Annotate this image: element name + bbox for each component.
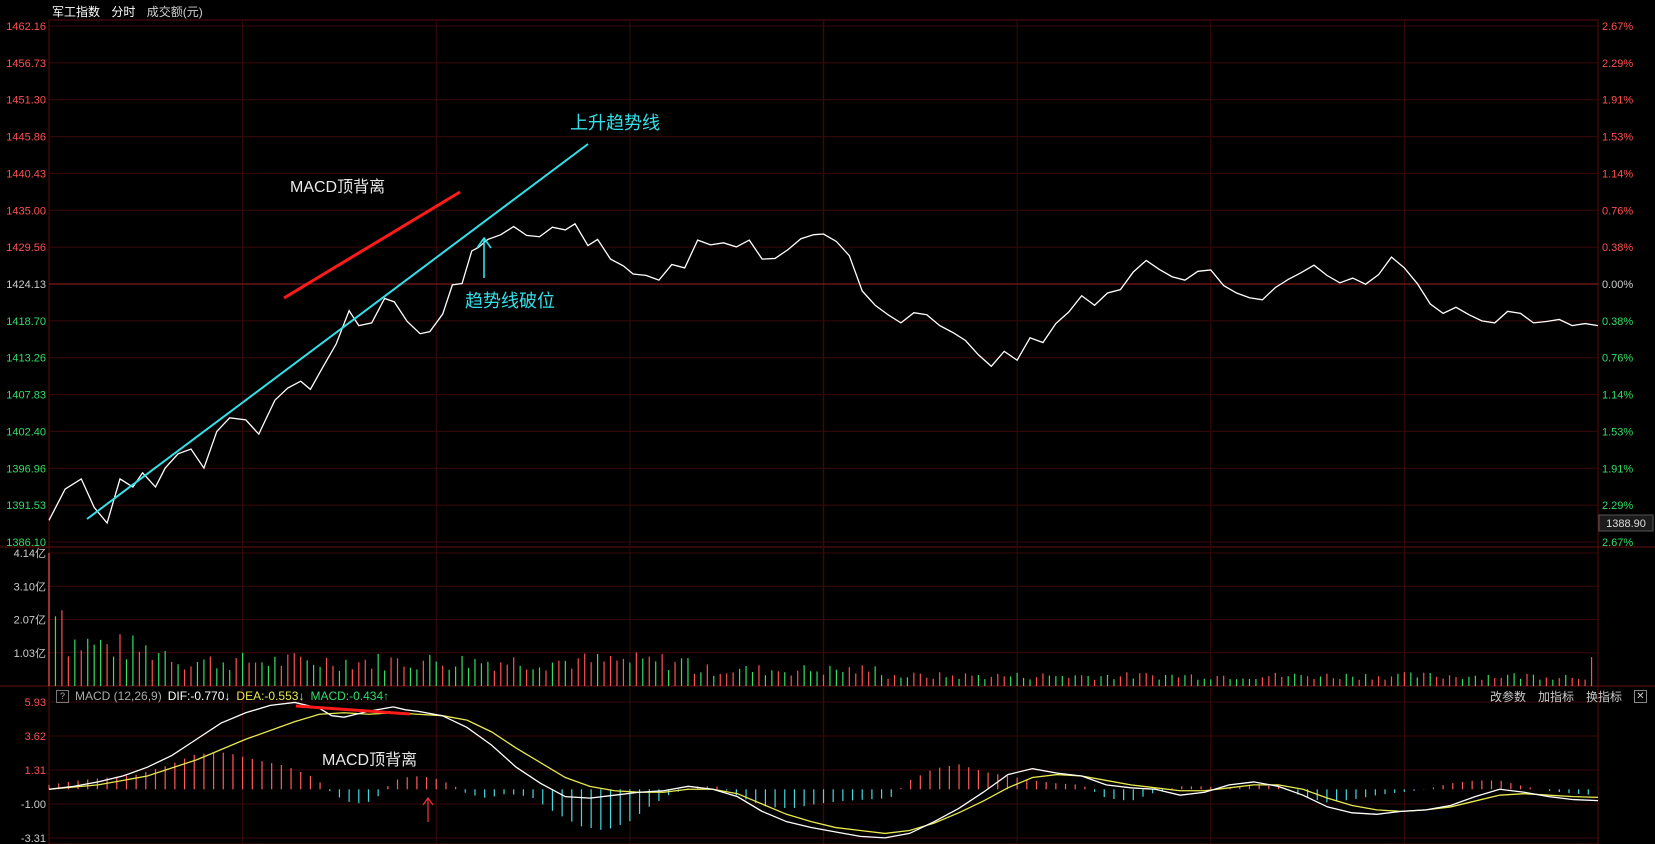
price-tick-label: 1429.56: [6, 242, 46, 254]
volume-tick-label: 1.03亿: [14, 647, 46, 660]
volume-tick-label: 2.07亿: [14, 614, 46, 627]
macd-tick-label: -1.00: [21, 799, 46, 811]
price-tick-label: 1413.26: [6, 353, 46, 365]
volume-tick-label: 4.14亿: [14, 547, 46, 560]
up-arrow-icon: ↑: [383, 689, 390, 703]
add-indicator-button[interactable]: 加指标: [1537, 690, 1574, 704]
close-icon[interactable]: ✕: [1634, 690, 1647, 703]
divergence-annotation: MACD顶背离: [290, 178, 385, 196]
percent-tick-label: 0.00%: [1602, 279, 1633, 291]
chart-header: 军工指数 分时 成交额(元): [52, 3, 203, 20]
percent-tick-label: 2.67%: [1602, 21, 1633, 33]
macd-name: MACD (12,26,9): [75, 689, 162, 703]
down-arrow-icon: ↓: [224, 689, 231, 703]
uptrend-line: [86, 143, 589, 520]
percent-tick-label: 1.53%: [1602, 132, 1633, 144]
macd-dea: DEA:-0.553↓: [236, 689, 304, 703]
breakdown-arrow-head: [476, 236, 492, 249]
tab-time[interactable]: 分时: [111, 5, 136, 19]
price-tick-label: 1402.40: [6, 426, 46, 438]
percent-tick-label: 0.38%: [1602, 316, 1633, 328]
percent-tick-label: 2.29%: [1602, 58, 1633, 70]
price-tick-label: 1451.30: [6, 95, 46, 107]
price-tick-label: 1391.53: [6, 500, 46, 512]
macd-tick-label: 3.62: [25, 731, 46, 743]
price-tick-label: 1456.73: [6, 58, 46, 70]
change-indicator-button[interactable]: 换指标: [1585, 690, 1622, 704]
price-divergence-line: [283, 190, 461, 300]
price-tick-label: 1424.13: [6, 279, 46, 291]
down-arrow-icon: ↓: [298, 689, 305, 703]
dea-value: DEA:-0.553: [236, 689, 299, 703]
price-tick-label: 1462.16: [6, 21, 46, 33]
volume-unit: 成交额(元): [146, 5, 203, 19]
dif-value: DIF:-0.770: [167, 689, 225, 703]
breakdown-annotation: 趋势线破位: [465, 291, 555, 311]
percent-tick-label: 2.29%: [1602, 500, 1633, 512]
percent-tick-label: 2.67%: [1602, 537, 1633, 549]
help-icon[interactable]: ?: [56, 689, 69, 703]
macd-legend: ? MACD (12,26,9) DIF:-0.770↓ DEA:-0.553↓…: [56, 688, 389, 704]
current-price-box: [1598, 514, 1654, 532]
price-tick-label: 1407.83: [6, 390, 46, 402]
price-tick-label: 1396.96: [6, 463, 46, 475]
price-tick-label: 1418.70: [6, 316, 46, 328]
percent-tick-label: 1.53%: [1602, 426, 1633, 438]
percent-tick-label: 1.91%: [1602, 463, 1633, 475]
macd-arrow-head: [422, 796, 434, 806]
current-price-label: 1388.90: [1606, 518, 1646, 530]
price-tick-label: 1445.86: [6, 132, 46, 144]
price-line: [48, 222, 1599, 525]
macd-divergence-line: [295, 704, 411, 716]
percent-tick-label: 0.76%: [1602, 353, 1633, 365]
percent-tick-label: 0.76%: [1602, 205, 1633, 217]
volume-tick-label: 3.10亿: [14, 580, 46, 593]
indicator-tools: 改参数 加指标 换指标 ✕: [1490, 688, 1647, 705]
edit-params-button[interactable]: 改参数: [1489, 690, 1526, 704]
macd-divergence-annotation: MACD顶背离: [322, 751, 417, 769]
percent-tick-label: 1.91%: [1602, 95, 1633, 107]
macd-number: MACD:-0.434: [310, 689, 384, 703]
macd-tick-label: -3.31: [21, 833, 46, 844]
percent-tick-label: 1.14%: [1602, 168, 1633, 180]
price-tick-label: 1435.00: [6, 205, 46, 217]
percent-tick-label: 1.14%: [1602, 390, 1633, 402]
index-name: 军工指数: [52, 5, 101, 19]
macd-dif: DIF:-0.770↓: [168, 689, 231, 703]
price-tick-label: 1386.10: [6, 537, 46, 549]
macd-tick-label: 5.93: [25, 697, 46, 709]
macd-tick-label: 1.31: [25, 765, 46, 777]
macd-value: MACD:-0.434↑: [310, 689, 389, 703]
price-tick-label: 1440.43: [6, 168, 46, 180]
uptrend-annotation: 上升趋势线: [570, 113, 660, 133]
percent-tick-label: 0.38%: [1602, 242, 1633, 254]
